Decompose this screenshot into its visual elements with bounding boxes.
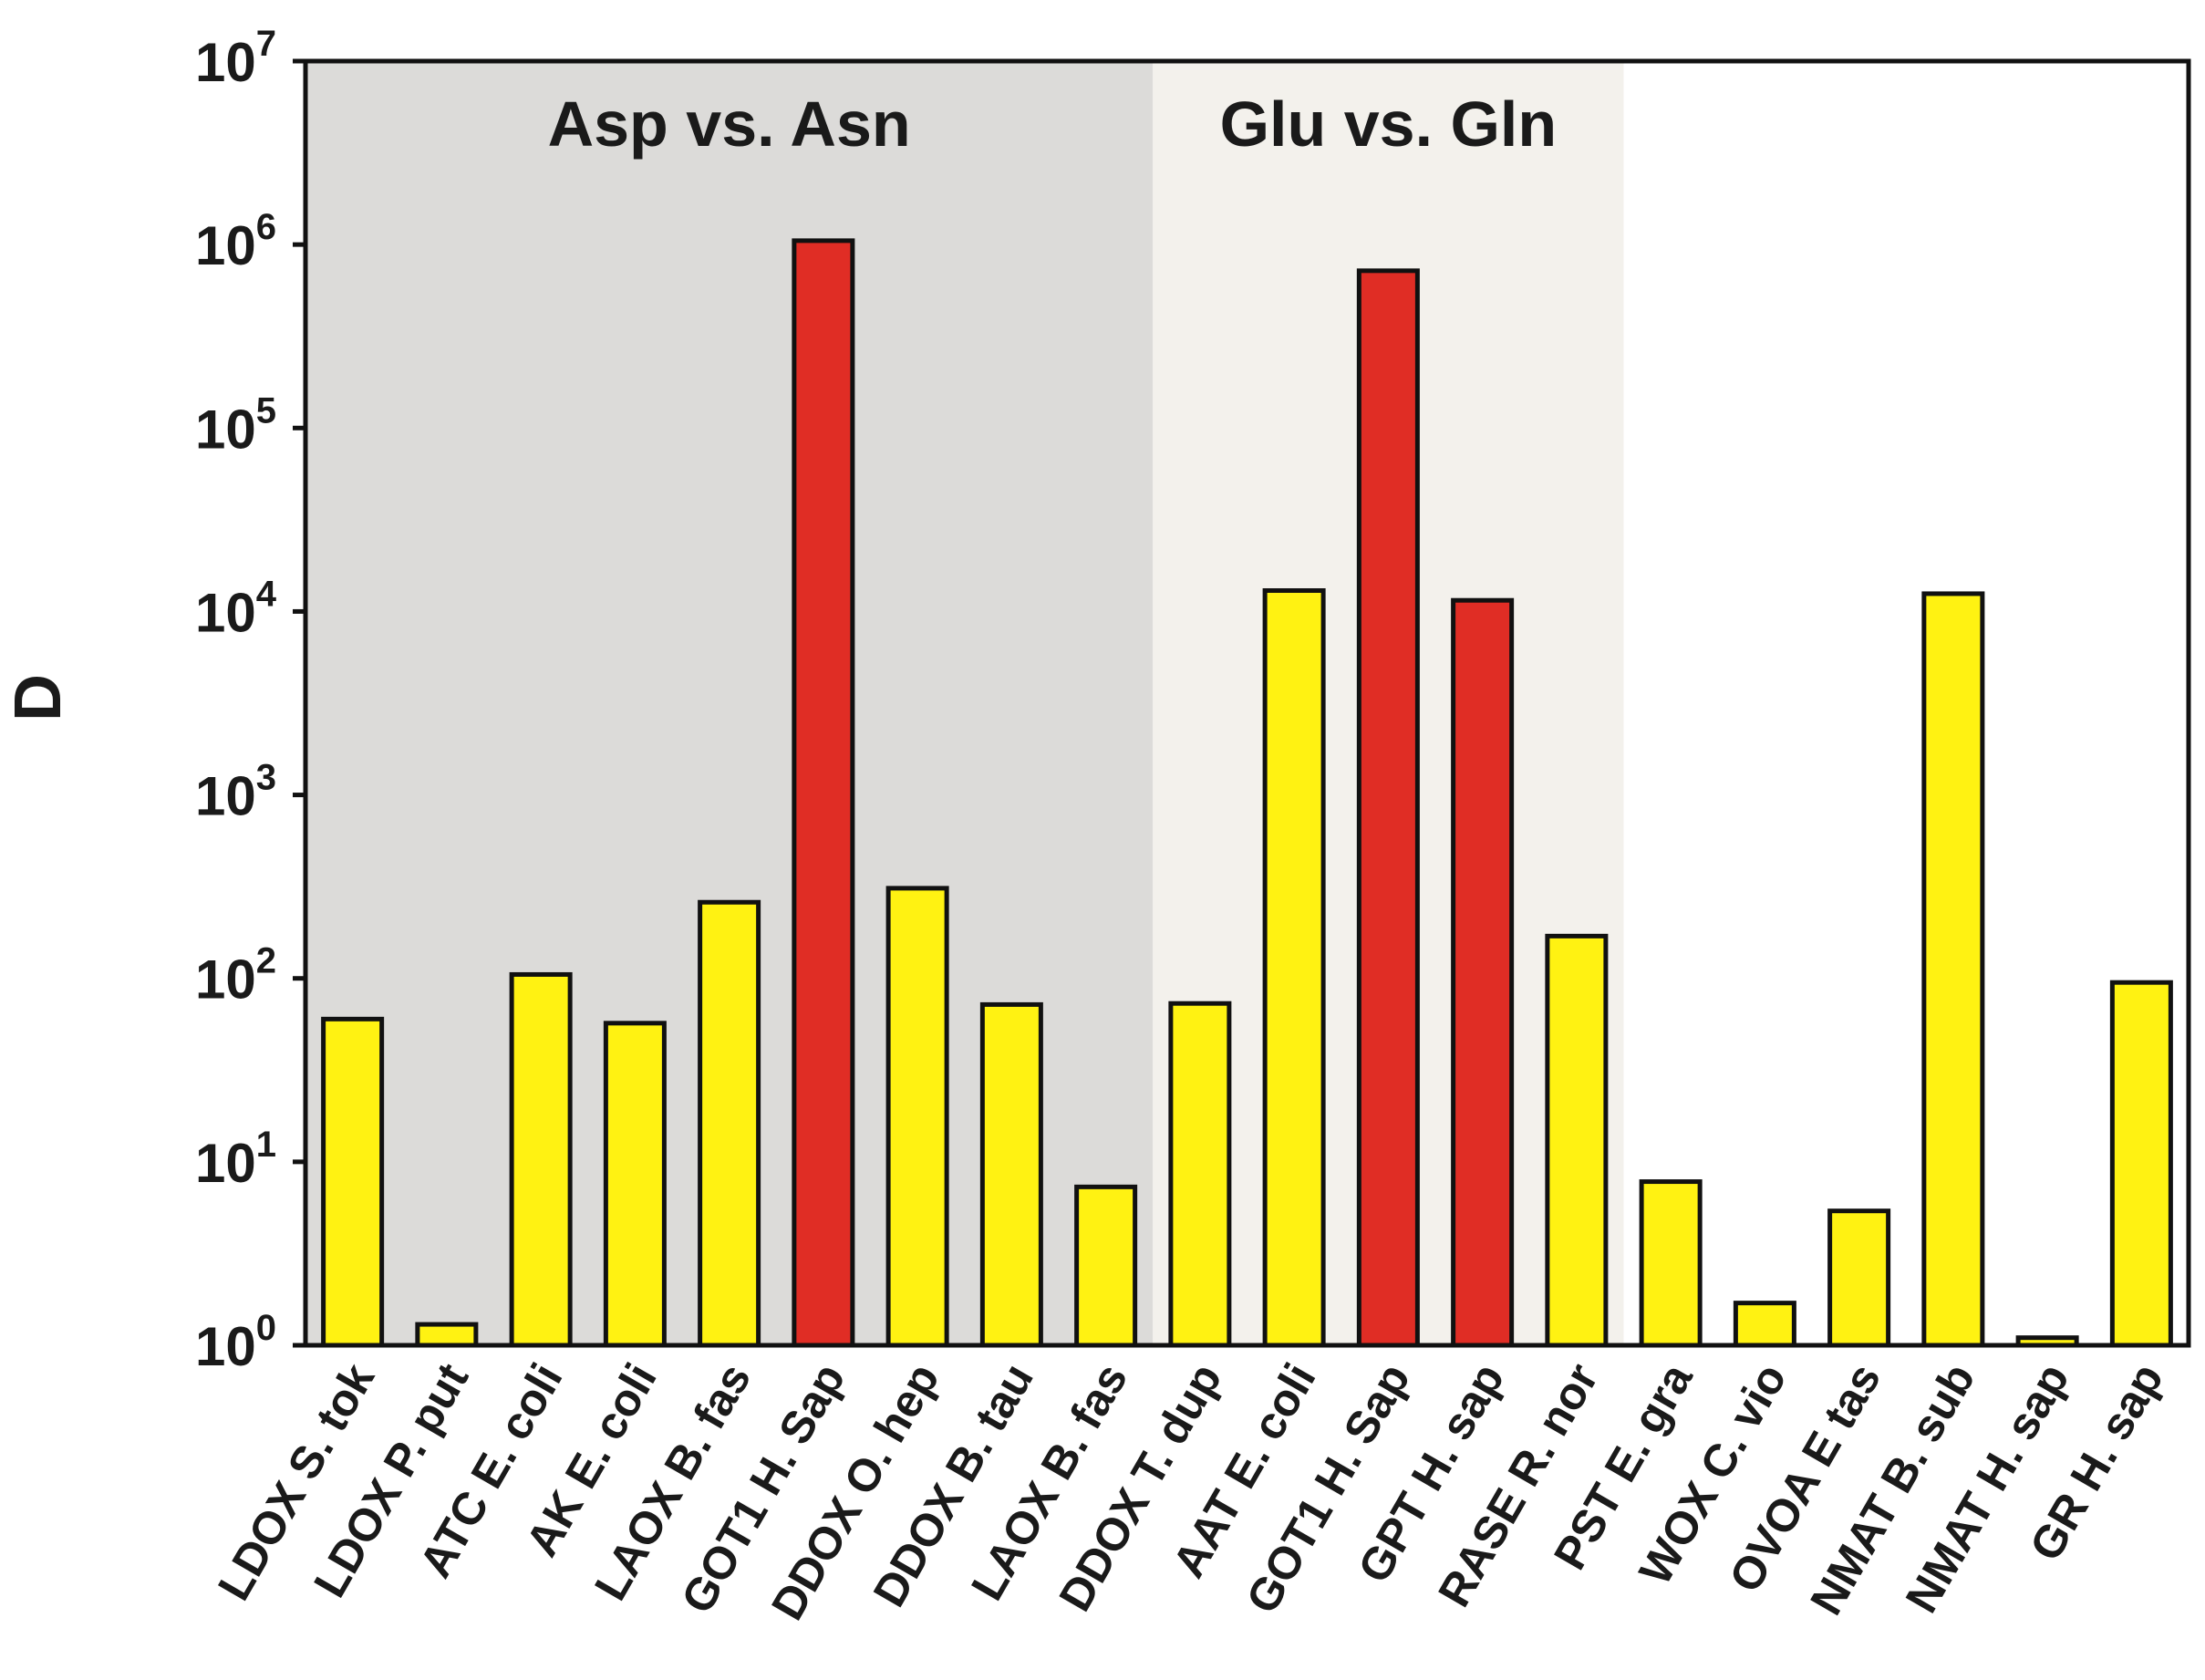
- bar-0: [321, 1016, 385, 1348]
- y-tick-label-4: 104: [195, 574, 277, 643]
- y-tick-label-7: 107: [195, 24, 276, 93]
- region-label-1: Glu vs. Gln: [1220, 88, 1558, 160]
- bars: [321, 238, 2173, 1348]
- y-axis: 100 101 102 103 104 105 106 107: [195, 24, 305, 1377]
- bar-15: [1733, 1301, 1796, 1348]
- y-tick-label-2: 102: [195, 941, 276, 1011]
- bar-9: [1168, 1001, 1232, 1348]
- bar-8: [1074, 1184, 1138, 1348]
- bar-7: [979, 1001, 1043, 1348]
- y-tick-label-0: 100: [195, 1308, 276, 1377]
- bar-14: [1639, 1179, 1703, 1348]
- y-axis-label: D: [2, 674, 75, 721]
- bar-10: [1262, 588, 1326, 1348]
- bar-6: [885, 886, 949, 1348]
- y-tick-label-1: 101: [195, 1125, 276, 1194]
- bar-11: [1356, 268, 1420, 1348]
- y-tick-label-5: 105: [195, 390, 276, 460]
- region-labels: Asp vs. Asn Glu vs. Gln: [548, 88, 1558, 160]
- bar-19: [2109, 980, 2173, 1348]
- bar-12: [1451, 597, 1515, 1348]
- bar-13: [1545, 933, 1609, 1348]
- y-tick-label-3: 103: [195, 758, 276, 827]
- bar-2: [509, 971, 573, 1348]
- plot-frame: [303, 58, 2191, 1348]
- bar-1: [415, 1322, 479, 1348]
- shaded-regions: [305, 61, 1624, 1345]
- bar-4: [698, 899, 761, 1348]
- region-label-0: Asp vs. Asn: [548, 88, 911, 160]
- y-tick-label-6: 106: [195, 207, 276, 276]
- bar-16: [1827, 1208, 1891, 1348]
- bar-5: [792, 238, 855, 1348]
- bar-3: [603, 1021, 667, 1348]
- bar-17: [1921, 591, 1985, 1348]
